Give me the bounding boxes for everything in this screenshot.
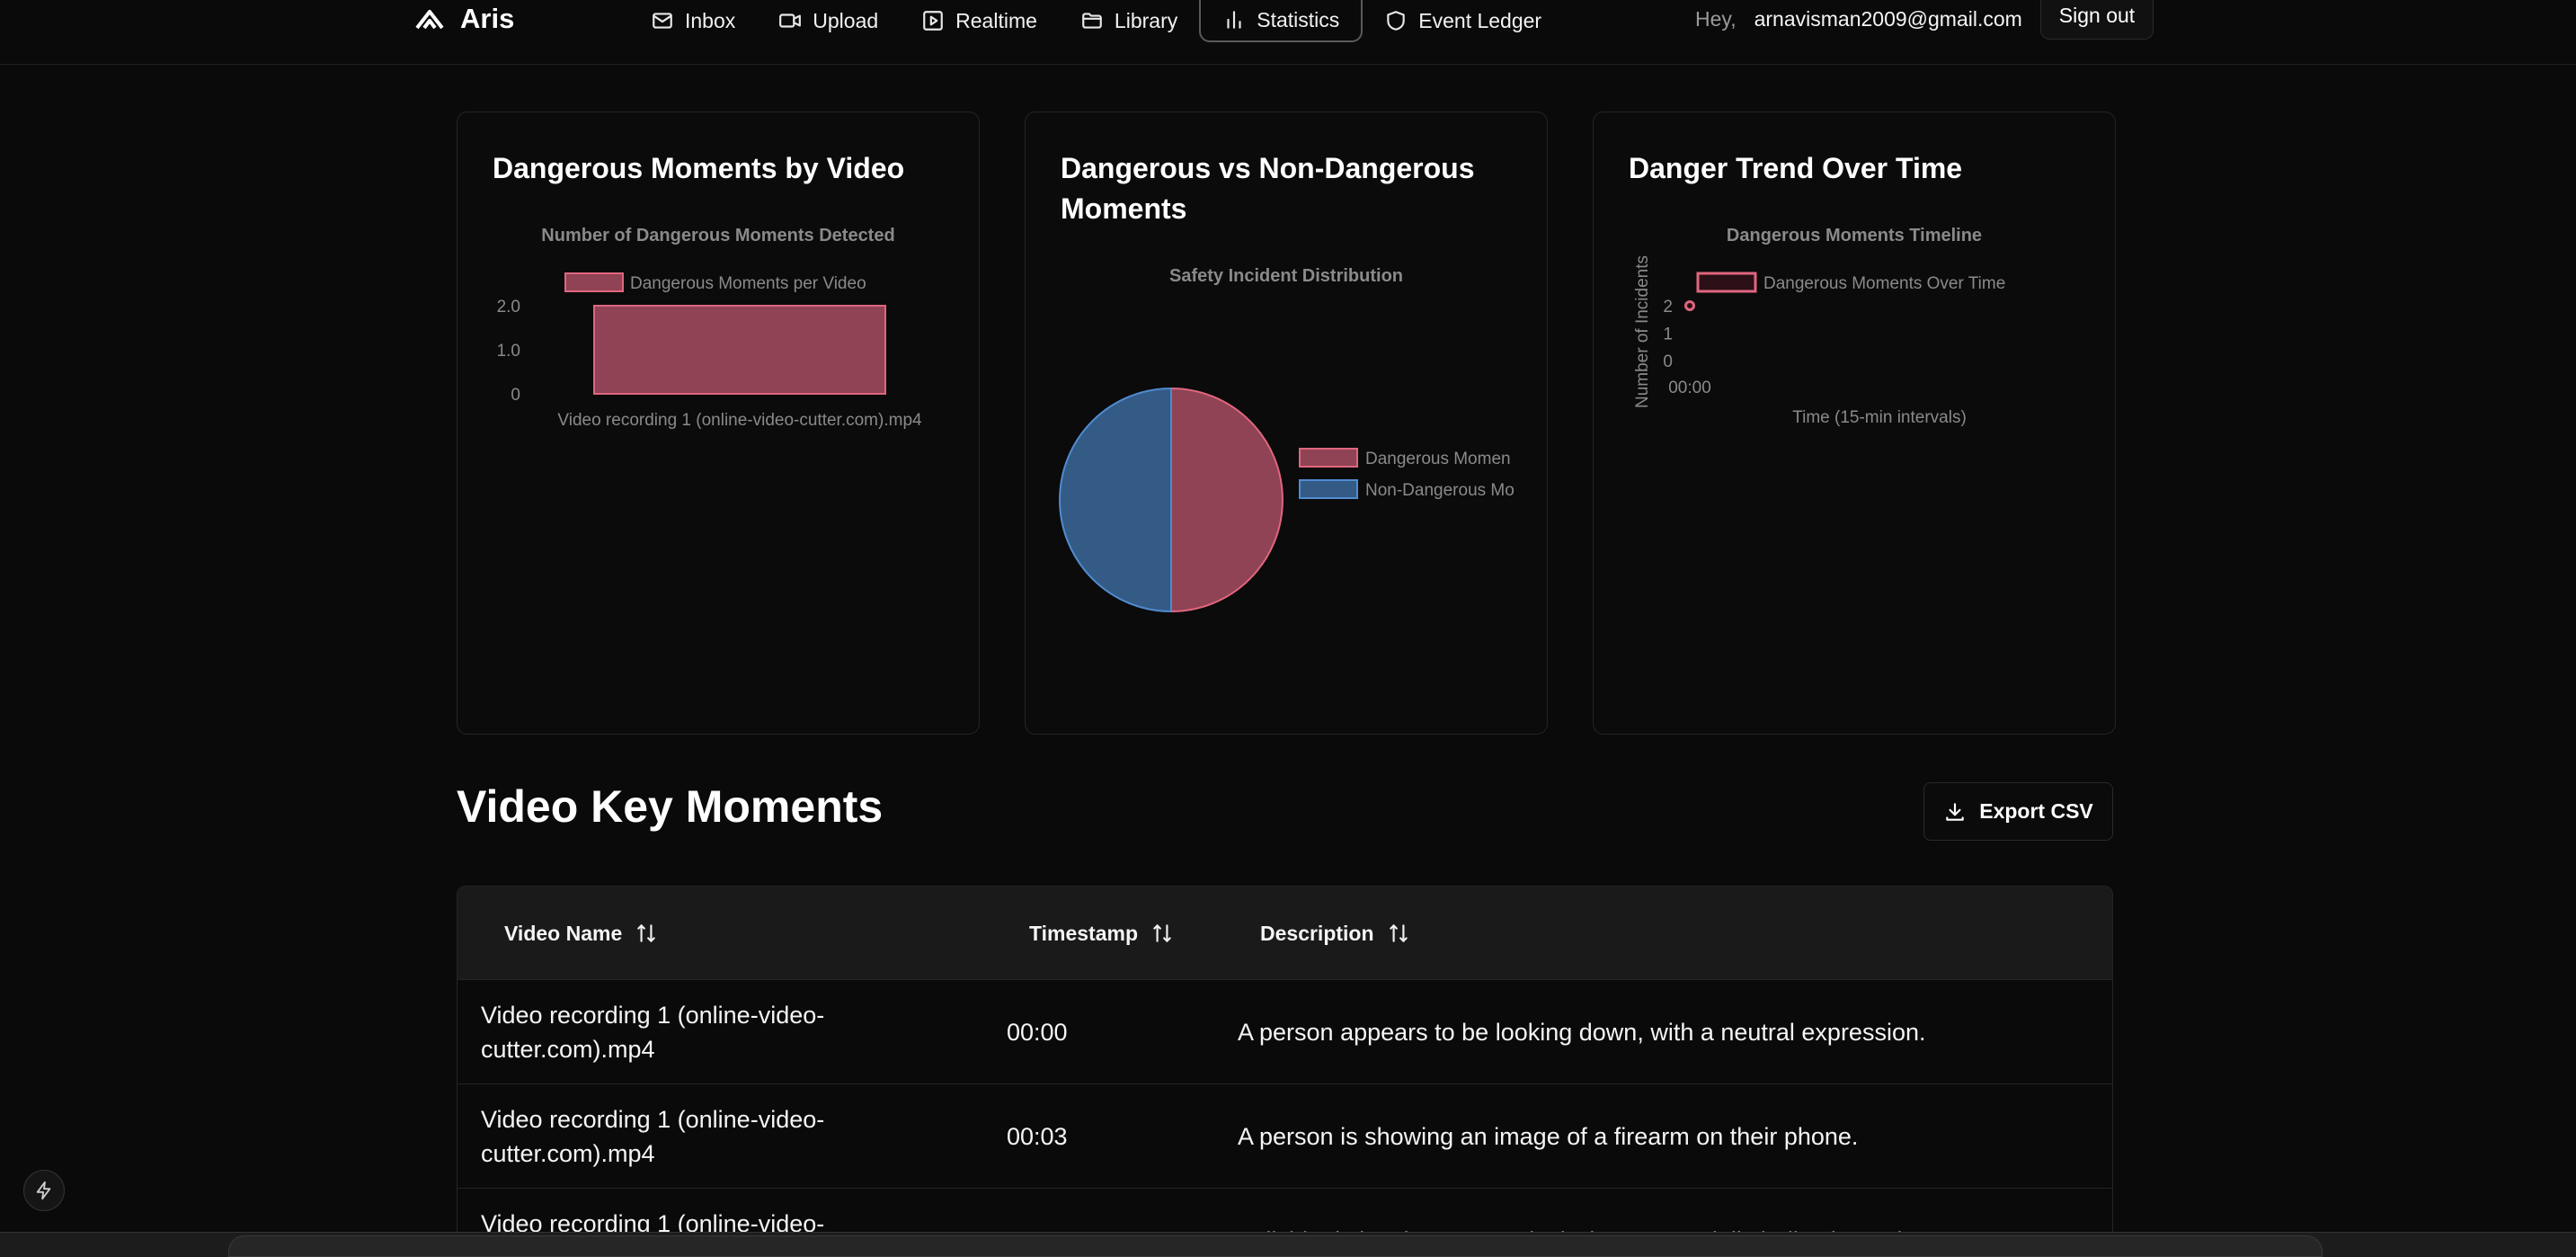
card-title: Dangerous vs Non-Dangerous Moments <box>1061 152 1475 225</box>
line-chart: Dangerous Moments Timeline Dangerous Mom… <box>1633 226 2005 427</box>
cell-description: A person appears to be looking down, wit… <box>1238 1019 1926 1046</box>
system-dock <box>228 1235 2323 1257</box>
bar-chart: Number of Dangerous Moments Detected Dan… <box>497 226 922 430</box>
nav-realtime-label: Realtime <box>955 8 1037 32</box>
aris-logo-icon <box>412 3 448 35</box>
cell-timestamp: 00:03 <box>1007 1123 1068 1150</box>
nav-inbox-label: Inbox <box>685 8 736 32</box>
user-email: arnavisman2009@gmail.com <box>1754 6 2022 31</box>
legend-label: Dangerous Momen <box>1365 450 1511 468</box>
cell-timestamp: 00:00 <box>1007 1019 1068 1046</box>
legend-swatch <box>564 272 624 292</box>
export-csv-button[interactable]: Export CSV <box>1923 782 2113 841</box>
card-title: Dangerous Moments by Video <box>493 152 905 184</box>
column-header-label: Video Name <box>504 921 623 945</box>
pie-slice-dangerous[interactable] <box>1170 387 1284 613</box>
nav-upload[interactable]: Upload <box>757 0 900 41</box>
y-axis-label: Number of Incidents <box>1633 255 1652 408</box>
video-icon <box>779 13 802 28</box>
sort-icon[interactable] <box>1387 922 1410 945</box>
nav-upload-label: Upload <box>813 8 879 32</box>
bar[interactable] <box>593 305 886 395</box>
nav-library-label: Library <box>1114 8 1178 32</box>
cell-video-name: Video recording 1 (online-video-cutter.c… <box>481 1106 825 1167</box>
y-tick-label: 2.0 <box>497 298 520 316</box>
legend-swatch <box>1299 448 1358 468</box>
chart-title: Dangerous Moments Timeline <box>1727 226 1982 245</box>
y-tick-label: 1.0 <box>497 342 520 361</box>
section-title: Video Key Moments <box>457 781 884 832</box>
brand[interactable]: Aris <box>412 0 514 38</box>
card-danger-trend: Danger Trend Over Time Dangerous Moments… <box>1593 111 2116 735</box>
nav-statistics-label: Statistics <box>1257 7 1340 31</box>
table-header: Video Name Timestamp Description <box>457 887 2112 980</box>
x-tick-label: 00:00 <box>1668 379 1711 397</box>
card-title: Danger Trend Over Time <box>1629 152 1963 184</box>
user-greeting: Hey, <box>1695 6 1737 31</box>
y-tick-label: 1 <box>1663 325 1673 344</box>
chart-title: Safety Incident Distribution <box>1169 266 1403 286</box>
legend-swatch <box>1299 479 1358 499</box>
table-row[interactable]: Video recording 1 (online-video-cutter.c… <box>457 980 2112 1084</box>
quick-action-button[interactable] <box>23 1170 65 1211</box>
data-point[interactable] <box>1684 300 1695 311</box>
mail-icon <box>653 13 672 29</box>
legend-label: Dangerous Moments Over Time <box>1763 274 2005 293</box>
lightning-icon <box>36 1181 51 1200</box>
column-header-video-name[interactable]: Video Name <box>504 887 658 980</box>
nav-statistics[interactable]: Statistics <box>1199 0 1364 42</box>
nav-event-ledger[interactable]: Event Ledger <box>1363 0 1563 41</box>
sort-icon[interactable] <box>635 922 658 945</box>
y-tick-label: 2 <box>1663 298 1673 316</box>
chart-title: Number of Dangerous Moments Detected <box>541 226 894 245</box>
cell-video-name: Video recording 1 (online-video-cutter.c… <box>481 1002 825 1063</box>
export-csv-label: Export CSV <box>1979 799 2093 823</box>
bar-chart-icon <box>1227 11 1241 29</box>
pie-slice-non-dangerous[interactable] <box>1059 387 1172 613</box>
y-tick-label: 0 <box>511 386 520 405</box>
legend-label: Dangerous Moments per Video <box>630 274 866 293</box>
x-axis-label: Time (15-min intervals) <box>1792 408 1967 427</box>
legend-swatch <box>1696 272 1757 293</box>
user-area: Hey, arnavisman2009@gmail.com Sign out <box>1695 0 2154 40</box>
main-nav: Inbox Upload Realtime Library Statistics… <box>629 0 1563 42</box>
legend-label: Non-Dangerous Mo <box>1365 481 1515 500</box>
card-dangerous-vs-non: Dangerous vs Non-Dangerous Moments Safet… <box>1025 111 1548 735</box>
column-header-description[interactable]: Description <box>1260 887 1410 980</box>
cell-description: A person is showing an image of a firear… <box>1238 1123 1859 1150</box>
key-moments-table: Video Name Timestamp Description Video r… <box>457 886 2113 1257</box>
card-dangerous-by-video: Dangerous Moments by Video Number of Dan… <box>457 111 980 735</box>
download-icon <box>1946 802 1964 821</box>
play-square-icon <box>923 11 943 31</box>
nav-inbox[interactable]: Inbox <box>629 0 757 41</box>
table-row[interactable]: Video recording 1 (online-video-cutter.c… <box>457 1084 2112 1189</box>
top-navigation-bar: Aris Inbox Upload Realtime Library Stati… <box>0 0 2576 65</box>
sign-out-button[interactable]: Sign out <box>2039 0 2154 40</box>
x-tick-label: Video recording 1 (online-video-cutter.c… <box>557 411 922 430</box>
sort-icon[interactable] <box>1150 922 1174 945</box>
shield-icon <box>1387 11 1406 31</box>
app-name: Aris <box>460 3 515 34</box>
nav-event-ledger-label: Event Ledger <box>1418 8 1542 32</box>
column-header-label: Description <box>1260 921 1374 945</box>
column-header-label: Timestamp <box>1029 921 1139 945</box>
folder-icon <box>1082 13 1102 29</box>
pie-chart: Safety Incident Distribution Dangerous M… <box>1059 266 1515 613</box>
y-tick-label: 0 <box>1663 352 1673 371</box>
nav-library[interactable]: Library <box>1059 0 1199 41</box>
column-header-timestamp[interactable]: Timestamp <box>1029 887 1174 980</box>
nav-realtime[interactable]: Realtime <box>900 0 1059 41</box>
